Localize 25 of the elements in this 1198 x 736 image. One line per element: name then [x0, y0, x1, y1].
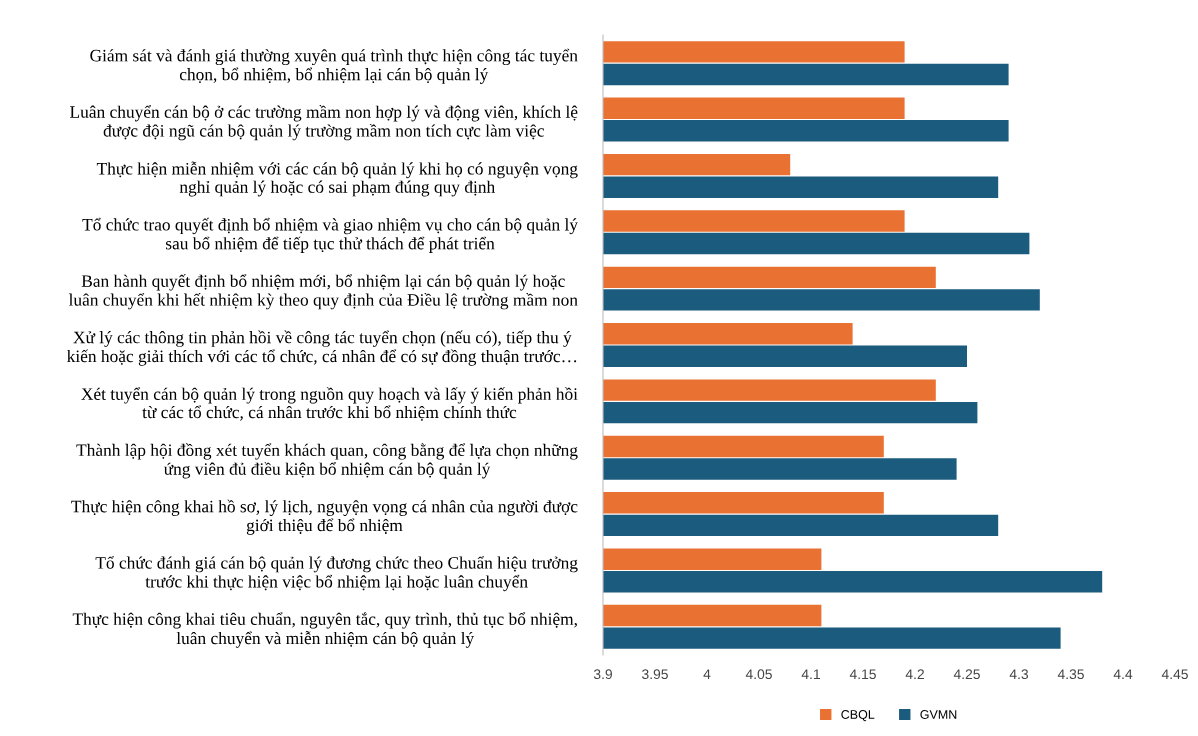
legend-label: CBQL — [841, 710, 875, 722]
y-tick-label: Thực hiện công khai tiêu chuẩn, nguyên tắc, quy trình, thủ tục bổ nhiệm, luân chuyển và miễn nhiệm cán bộ quản lý — [72, 612, 577, 648]
x-tick-label: 4.3 — [1009, 669, 1029, 680]
x-tick-label: 4 — [703, 669, 711, 679]
x-tick-label: 4.1 — [801, 669, 820, 679]
y-tick-label: Giám sát và đánh giá thường xuyên quá trình thực hiện công tác tuyển chọn, bổ nhiệm, bổ nhiệm lại cán bộ quản lý — [90, 48, 578, 84]
legend-label: GVMN — [920, 710, 957, 719]
x-tick-label: 4.15 — [849, 669, 876, 680]
y-tick-label: Thành lập hội đồng xét tuyển khách quan, công bằng để lựa chọn những ứng viên đủ điều kiện bổ nhiệm cán bộ quản lý — [76, 443, 578, 479]
x-tick-label: 4.25 — [953, 669, 980, 680]
y-tick-label: Luân chuyển cán bộ ở các trường mầm non hợp lý và động viên, khích lệ được đội ngũ cán bộ quản lý trường mầm non tích cực làm việc — [70, 105, 578, 141]
y-tick-label: Ban hành quyết định bổ nhiệm mới, bổ nhiệm lại cán bộ quản lý hoặc luân chuyển khi hết nhiệm kỳ theo quy định của Điều lệ trường mầm non — [68, 274, 578, 310]
x-tick-label: 3.9 — [593, 669, 612, 680]
y-tick-label: Xử lý các thông tin phản hồi về công tác tuyển chọn (nếu có), tiếp thu ý kiến hoặc giải thích với các tổ chức, cá nhân để có sự đồng thuận trước… — [67, 330, 577, 366]
y-tick-label: Tổ chức đánh giá cán bộ quản lý đương chức theo Chuẩn hiệu trưởng trước khi thực hiện việc bổ nhiệm lại hoặc luân chuyển — [95, 556, 578, 592]
x-tick-label: 3.95 — [642, 669, 668, 680]
x-tick-label: 4.35 — [1057, 669, 1084, 680]
y-tick-label: Tổ chức trao quyết định bổ nhiệm và giao nhiệm vụ cho cán bộ quản lý sau bổ nhiệm để tiếp tục thử thách để phát triển — [82, 217, 578, 253]
x-tick-label: 4.4 — [1113, 669, 1133, 679]
y-tick-label: Thực hiện miễn nhiệm với các cán bộ quản lý khi họ có nguyện vọng nghỉ quản lý hoặc có sai phạm đúng quy định — [96, 161, 578, 197]
y-tick-label: Xét tuyển cán bộ quản lý trong nguồn quy hoạch và lấy ý kiến phản hồi từ các tổ chức, cá nhân trước khi bổ nhiệm chính thức — [81, 387, 578, 421]
x-tick-label: 4.45 — [1161, 669, 1188, 680]
x-tick-label: 4.2 — [905, 669, 924, 679]
y-tick-label: Thực hiện công khai hồ sơ, lý lịch, nguyện vọng cá nhân của người được giới thiệu để bổ nhiệm — [71, 499, 578, 535]
x-tick-label: 4.05 — [745, 669, 772, 680]
